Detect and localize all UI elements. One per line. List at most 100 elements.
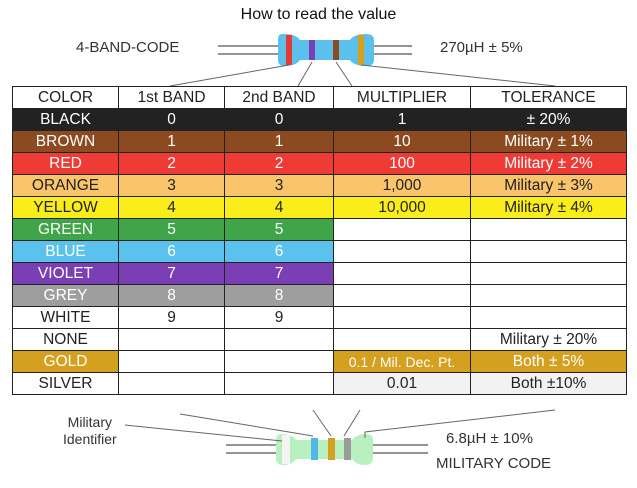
second-band-cell: 5 [224, 218, 334, 241]
table-row: BLACK 0 0 1 ± 20% [12, 108, 627, 131]
table-row: GREY 8 8 [12, 284, 627, 307]
table-row: WHITE 9 9 [12, 306, 627, 329]
table-row: YELLOW 4 4 10,000 Military ± 4% [12, 196, 627, 219]
second-band-cell [224, 350, 334, 373]
second-band-cell: 6 [224, 240, 334, 263]
tolerance-cell: Military ± 3% [470, 174, 627, 197]
table-row: VIOLET 7 7 [12, 262, 627, 285]
color-name-cell: SILVER [12, 372, 119, 395]
military-value: 6.8µH ± 10% [446, 430, 533, 447]
multiplier-cell [333, 284, 471, 307]
second-band-cell: 7 [224, 262, 334, 285]
multiplier-cell [333, 218, 471, 241]
color-name-cell: ORANGE [12, 174, 119, 197]
second-band-cell [224, 372, 334, 395]
table-row: GREEN 5 5 [12, 218, 627, 241]
color-name-cell: GOLD [12, 350, 119, 373]
first-band-cell: 6 [118, 240, 225, 263]
table-row: RED 2 2 100 Military ± 2% [12, 152, 627, 175]
first-band-cell: 1 [118, 130, 225, 153]
second-band-cell: 2 [224, 152, 334, 175]
military-code-label: MILITARY CODE [436, 455, 552, 472]
color-name-cell: RED [12, 152, 119, 175]
top-band-3 [333, 40, 339, 60]
first-band-cell [118, 372, 225, 395]
top-resistor [169, 34, 556, 87]
multiplier-cell: 10,000 [333, 196, 471, 219]
multiplier-cell: 10 [333, 130, 471, 153]
tolerance-cell [470, 240, 627, 263]
second-band-cell: 8 [224, 284, 334, 307]
multiplier-cell: 0.01 [333, 372, 471, 395]
color-name-cell: GREEN [12, 218, 119, 241]
color-name-cell: GREY [12, 284, 119, 307]
military-identifier-line1: Military [67, 414, 113, 430]
first-band-cell: 7 [118, 262, 225, 285]
bottom-band-3 [344, 438, 351, 460]
multiplier-cell [333, 328, 471, 351]
table-row: GOLD 0.1 / Mil. Dec. Pt. Both ± 5% [12, 350, 627, 373]
second-band-cell [224, 328, 334, 351]
bottom-band-identifier [282, 435, 290, 464]
four-band-code-label: 4-BAND-CODE [76, 39, 180, 56]
color-name-cell: BLUE [12, 240, 119, 263]
first-band-cell: 8 [118, 284, 225, 307]
color-name-cell: BROWN [12, 130, 119, 153]
first-band-cell: 4 [118, 196, 225, 219]
tolerance-cell: Military ± 1% [470, 130, 627, 153]
color-name-cell: BLACK [12, 108, 119, 131]
color-name-cell: WHITE [12, 306, 119, 329]
color-name-cell: YELLOW [12, 196, 119, 219]
bottom-band-2 [328, 438, 335, 460]
column-header: TOLERANCE [470, 86, 627, 109]
second-band-cell: 9 [224, 306, 334, 329]
top-band-2 [309, 40, 315, 60]
multiplier-cell [333, 240, 471, 263]
second-band-cell: 3 [224, 174, 334, 197]
multiplier-cell [333, 306, 471, 329]
first-band-cell: 2 [118, 152, 225, 175]
first-band-cell: 3 [118, 174, 225, 197]
four-band-value: 270µH ± 5% [440, 39, 523, 56]
table-row: SILVER 0.01 Both ±10% [12, 372, 627, 395]
color-name-cell: NONE [12, 328, 119, 351]
tolerance-cell: ± 20% [470, 108, 627, 131]
bottom-resistor-body [276, 434, 373, 465]
color-code-table: COLOR 1st BAND 2nd BAND MULTIPLIER TOLERANCE… [12, 86, 627, 395]
bottom-band-1 [311, 438, 318, 460]
military-identifier-line2: Identifier [63, 431, 117, 447]
top-resistor-body [278, 34, 374, 66]
first-band-cell: 5 [118, 218, 225, 241]
table-row: ORANGE 3 3 1,000 Military ± 3% [12, 174, 627, 197]
tolerance-cell [470, 262, 627, 285]
tolerance-cell: Both ± 5% [470, 350, 627, 373]
table-row: BLUE 6 6 [12, 240, 627, 263]
tolerance-cell [470, 284, 627, 307]
tolerance-cell: Military ± 20% [470, 328, 627, 351]
top-band-4 [358, 35, 364, 65]
tolerance-cell [470, 218, 627, 241]
second-band-cell: 4 [224, 196, 334, 219]
first-band-cell [118, 350, 225, 373]
table-header-row: COLOR 1st BAND 2nd BAND MULTIPLIER TOLERANCE [12, 86, 627, 109]
column-header: 1st BAND [118, 86, 225, 109]
multiplier-cell: 1 [333, 108, 471, 131]
multiplier-cell: 0.1 / Mil. Dec. Pt. [333, 350, 471, 373]
column-header: MULTIPLIER [333, 86, 471, 109]
table-row: BROWN 1 1 10 Military ± 1% [12, 130, 627, 153]
first-band-cell: 0 [118, 108, 225, 131]
second-band-cell: 1 [224, 130, 334, 153]
multiplier-cell: 1,000 [333, 174, 471, 197]
multiplier-cell: 100 [333, 152, 471, 175]
first-band-cell: 9 [118, 306, 225, 329]
diagram-title: How to read the value [240, 6, 397, 23]
color-name-cell: VIOLET [12, 262, 119, 285]
bottom-resistor [124, 409, 556, 465]
second-band-cell: 0 [224, 108, 334, 131]
tolerance-cell: Both ±10% [470, 372, 627, 395]
tolerance-cell: Military ± 2% [470, 152, 627, 175]
column-header: COLOR [12, 86, 119, 109]
column-header: 2nd BAND [224, 86, 334, 109]
tolerance-cell: Military ± 4% [470, 196, 627, 219]
